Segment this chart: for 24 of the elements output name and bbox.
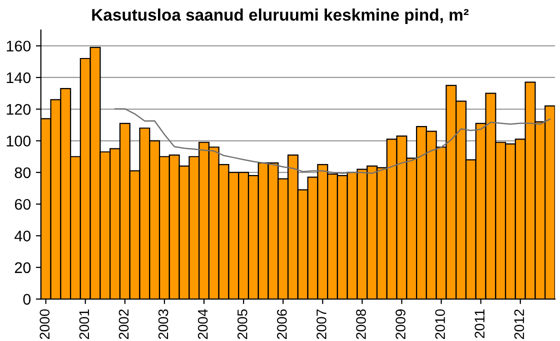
y-tick-label: 40 xyxy=(14,230,31,242)
x-tick-label: 2011 xyxy=(474,309,485,338)
x-tick-label: 2005 xyxy=(237,309,248,339)
y-tick-label: 160 xyxy=(6,40,31,52)
x-tick-label: 2008 xyxy=(356,309,366,339)
x-tick-label: 2004 xyxy=(198,309,208,339)
x-tick-label: 2003 xyxy=(158,309,168,339)
y-tick-label: 60 xyxy=(14,198,31,210)
x-tick-label: 2006 xyxy=(276,309,287,339)
x-tick-label: 2012 xyxy=(514,309,524,339)
y-tick-label: 100 xyxy=(6,136,31,146)
x-tick-label: 2007 xyxy=(316,309,326,339)
y-tick-label: 20 xyxy=(14,262,31,274)
y-tick-label: 0 xyxy=(23,294,31,305)
x-tick-label: 2002 xyxy=(118,309,129,339)
x-tick-label: 2001 xyxy=(79,309,90,339)
x-tick-label: 2009 xyxy=(396,309,406,339)
y-tick-label: 140 xyxy=(6,72,31,84)
chart-title: Kasutusloa saanud eluruumi keskmine pind, m² xyxy=(92,8,469,24)
x-tick-label: 2000 xyxy=(40,309,50,339)
y-tick-label: 80 xyxy=(14,167,31,178)
x-tick-label: 2010 xyxy=(435,309,445,339)
y-tick-label: 120 xyxy=(6,104,31,115)
line-series xyxy=(114,108,551,174)
